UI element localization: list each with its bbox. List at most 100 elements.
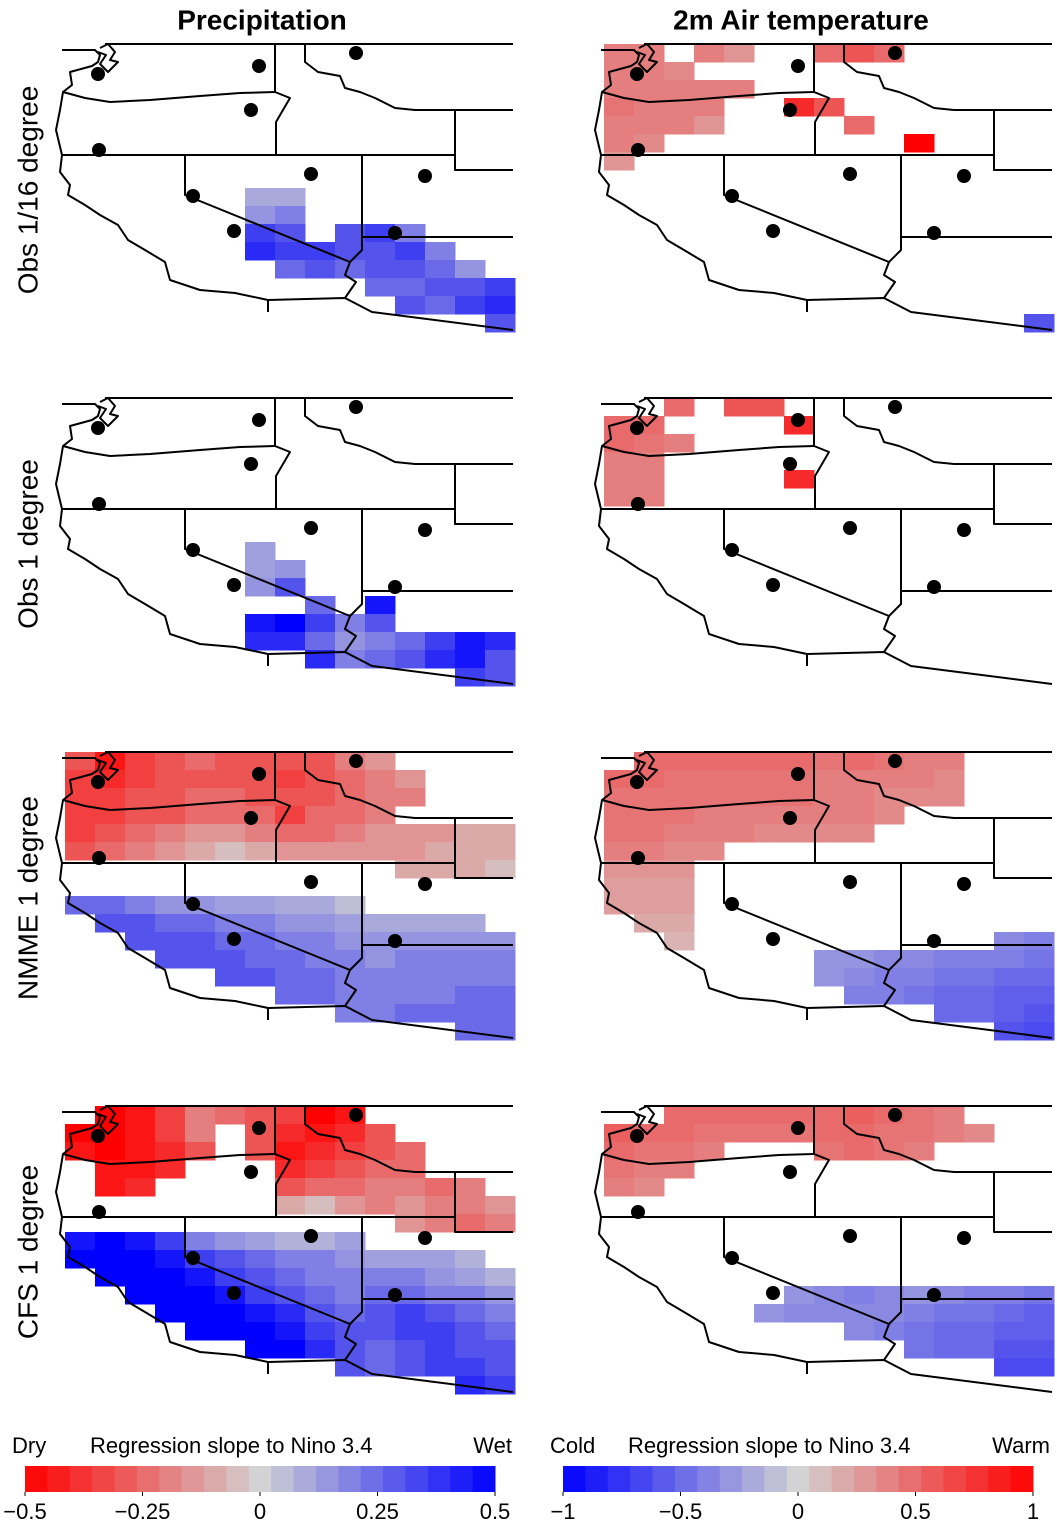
grid-cell [275, 1160, 306, 1179]
grid-cell [724, 770, 755, 789]
grid-cell [155, 788, 186, 807]
station-dot [630, 421, 644, 435]
grid-cell [425, 1358, 456, 1377]
colorbar-swatch [854, 1466, 877, 1492]
grid-cell [455, 1004, 486, 1023]
grid-cell [694, 1106, 725, 1125]
station-dot [91, 421, 105, 435]
grid-cell [245, 578, 276, 597]
grid-cell [994, 932, 1025, 951]
row-label: Obs 1/16 degree [12, 86, 43, 295]
grid-cell [305, 824, 336, 843]
grid-cell [395, 242, 426, 261]
station-dot [92, 851, 106, 865]
grid-cell [1024, 1322, 1055, 1341]
grid-cell [155, 1160, 186, 1179]
grid-cell [395, 296, 426, 315]
grid-cell [455, 1358, 486, 1377]
grid-cell [964, 986, 995, 1005]
colorbar-swatch [473, 1466, 496, 1492]
grid-cell [215, 842, 246, 861]
grid-cell [185, 1268, 216, 1287]
station-dot [725, 189, 739, 203]
grid-cell [215, 770, 246, 789]
grid-cell [724, 824, 755, 843]
grid-cell [245, 1142, 276, 1161]
grid-cell [814, 1106, 845, 1125]
grid-cell [964, 1004, 995, 1023]
grid-cell [994, 1322, 1025, 1341]
grid-cell [335, 1160, 366, 1179]
grid-cell [335, 986, 366, 1005]
station-dot [304, 521, 318, 535]
grid-cell [215, 1250, 246, 1269]
station-dot [252, 59, 266, 73]
colorbar-right-label: Wet [473, 1433, 512, 1458]
row-label: Obs 1 degree [12, 459, 43, 629]
grid-cell [65, 824, 96, 843]
grid-cell [485, 1358, 516, 1377]
station-dot [186, 1251, 200, 1265]
grid-cell [125, 896, 156, 915]
grid-cell [455, 824, 486, 843]
state-boundary [455, 110, 513, 170]
grid-cell [245, 896, 276, 915]
grid-cell [395, 1250, 426, 1269]
grid-cell [125, 842, 156, 861]
grid-cell [485, 1286, 516, 1305]
grid-cell [305, 1142, 336, 1161]
state-boundary [884, 155, 901, 298]
grid-cell [275, 1268, 306, 1287]
grid-cell [305, 1196, 336, 1215]
grid-cell [275, 770, 306, 789]
grid-cell [425, 1250, 456, 1269]
grid-cell [395, 1196, 426, 1215]
colorbar-tick-label: −1 [550, 1499, 575, 1524]
grid-cell [485, 1214, 516, 1233]
grid-cell [664, 914, 695, 933]
colorbar-swatch [809, 1466, 832, 1492]
station-dot [252, 1121, 266, 1135]
grid-cell [485, 968, 516, 987]
colorbar-swatch [70, 1466, 93, 1492]
row-label: CFS 1 degree [12, 1165, 43, 1339]
grid-cell [365, 242, 396, 261]
grid-cell [395, 632, 426, 651]
grid-cell [844, 1322, 875, 1341]
grid-cell [425, 1304, 456, 1323]
grid-cell [125, 932, 156, 951]
grid-cell [425, 1004, 456, 1023]
grid-cell [305, 1322, 336, 1341]
grid-cell [215, 950, 246, 969]
grid-cell [634, 824, 665, 843]
colorbar-swatch [405, 1466, 428, 1492]
colorbar-swatch [361, 1466, 384, 1492]
grid-cell [814, 806, 845, 825]
grid-cell [275, 806, 306, 825]
map-panel [595, 398, 1052, 684]
station-dot [631, 851, 645, 865]
state-boundary [56, 50, 268, 312]
grid-cell [904, 770, 935, 789]
station-dot [91, 67, 105, 81]
grid-cell [934, 788, 965, 807]
grid-cell [904, 1124, 935, 1143]
colorbar-title: Regression slope to Nino 3.4 [628, 1433, 911, 1458]
station-dot [843, 167, 857, 181]
grid-cell [305, 986, 336, 1005]
colorbar-swatch [720, 1466, 743, 1492]
map-panel [56, 44, 516, 333]
grid-cell [904, 1340, 935, 1359]
grid-cell [694, 1142, 725, 1161]
grid-cell [604, 842, 635, 861]
grid-cell [784, 470, 815, 489]
colorbar-left-label: Dry [12, 1433, 46, 1458]
grid-cell [305, 752, 336, 771]
grid-cell [485, 824, 516, 843]
grid-cell [964, 1304, 995, 1323]
colorbar-swatch [585, 1466, 608, 1492]
grid-cell [155, 1106, 186, 1125]
grid-cell [425, 632, 456, 651]
station-dot [418, 169, 432, 183]
colorbar-tick-label: −0.25 [115, 1499, 171, 1524]
